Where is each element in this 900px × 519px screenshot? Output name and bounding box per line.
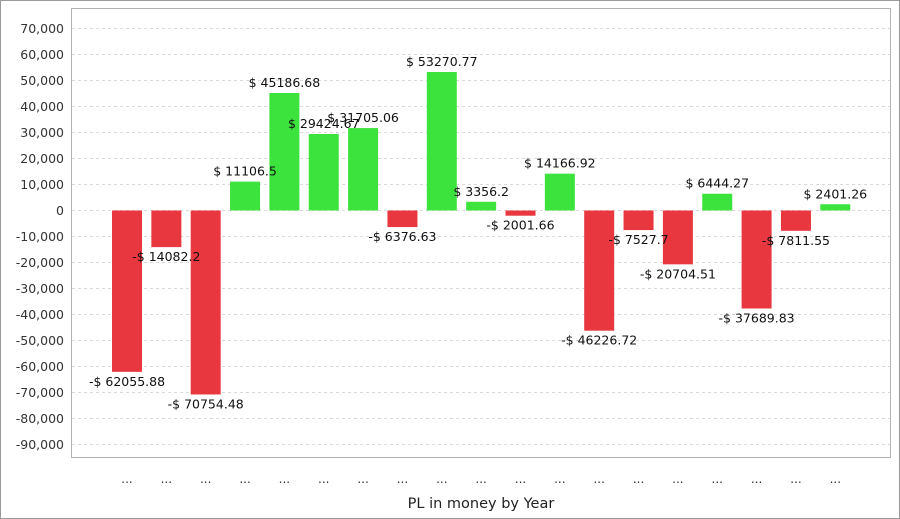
x-tick-label: ... — [436, 472, 447, 486]
y-tick-label: -80,000 — [16, 411, 64, 426]
data-label: -$ 6376.63 — [368, 229, 436, 244]
bar — [387, 210, 418, 228]
x-tick-label: ... — [593, 472, 604, 486]
y-tick-label: 0 — [56, 203, 64, 218]
x-tick-label: ... — [318, 472, 329, 486]
x-tick-label: ... — [239, 472, 250, 486]
y-tick-label: 30,000 — [20, 125, 64, 140]
x-tick-label: ... — [357, 472, 368, 486]
bar — [230, 181, 261, 211]
data-label: $ 31705.06 — [327, 110, 399, 125]
x-tick-label: ... — [397, 472, 408, 486]
data-labels: -$ 62055.88 -$ 14082.2 -$ 70754.48 $ 11106.… — [89, 54, 867, 411]
y-tick-label: 50,000 — [20, 73, 64, 88]
data-label: -$ 2001.66 — [486, 218, 554, 233]
y-tick-label: -60,000 — [16, 359, 64, 374]
y-axis-tick-labels: 70,000 60,000 50,000 40,000 30,000 20,000 10,0… — [16, 21, 64, 452]
bar — [702, 193, 733, 211]
y-tick-label: 10,000 — [20, 177, 64, 192]
x-tick-label: ... — [672, 472, 683, 486]
x-tick-label: ... — [475, 472, 486, 486]
bars — [112, 71, 851, 395]
x-tick-label: ... — [161, 472, 172, 486]
x-tick-label: ... — [121, 472, 132, 486]
bar — [662, 210, 693, 265]
x-axis-tick-labels: ........................................… — [121, 472, 841, 486]
x-axis-title: PL in money by Year — [408, 496, 555, 512]
data-label: $ 45186.68 — [249, 75, 321, 90]
bar — [426, 71, 457, 211]
data-label: -$ 62055.88 — [89, 374, 165, 389]
y-tick-label: 70,000 — [20, 21, 64, 36]
data-label: $ 6444.27 — [685, 176, 749, 191]
y-tick-label: -20,000 — [16, 255, 64, 270]
x-tick-label: ... — [554, 472, 565, 486]
bar — [112, 210, 142, 372]
bar — [505, 210, 536, 216]
data-label: $ 29424.67 — [288, 116, 360, 131]
x-tick-label: ... — [790, 472, 801, 486]
bar — [623, 210, 654, 231]
bar — [269, 93, 300, 211]
bar — [780, 210, 811, 231]
x-tick-label: ... — [200, 472, 211, 486]
bar — [741, 210, 772, 309]
y-tick-label: -50,000 — [16, 333, 64, 348]
y-tick-label: -10,000 — [16, 229, 64, 244]
x-tick-label: ... — [633, 472, 644, 486]
data-label: -$ 7811.55 — [762, 233, 830, 248]
y-tick-label: -30,000 — [16, 281, 64, 296]
data-label: -$ 70754.48 — [168, 396, 244, 411]
bar — [584, 210, 615, 331]
bar — [348, 128, 379, 211]
data-label: -$ 7527.7 — [608, 232, 668, 247]
data-label: -$ 14082.2 — [132, 249, 200, 264]
bar — [466, 201, 497, 211]
x-tick-label: ... — [830, 472, 841, 486]
x-tick-label: ... — [279, 472, 290, 486]
y-tick-label: 40,000 — [20, 99, 64, 114]
data-label: $ 53270.77 — [406, 54, 478, 69]
data-label: -$ 20704.51 — [640, 266, 716, 281]
bar — [151, 210, 182, 248]
plot-area — [71, 8, 891, 458]
data-label: -$ 37689.83 — [719, 310, 795, 325]
data-label: -$ 46226.72 — [561, 333, 637, 348]
y-tick-label: 60,000 — [20, 47, 64, 62]
y-tick-label: -70,000 — [16, 385, 64, 400]
data-label: $ 14166.92 — [524, 156, 596, 171]
y-tick-label: -40,000 — [16, 307, 64, 322]
x-tick-label: ... — [751, 472, 762, 486]
x-tick-label: ... — [515, 472, 526, 486]
bar — [820, 204, 851, 211]
bar — [190, 210, 221, 395]
x-tick-label: ... — [712, 472, 723, 486]
y-tick-label: 20,000 — [20, 151, 64, 166]
y-tick-label: -90,000 — [16, 437, 64, 452]
bar — [308, 133, 339, 211]
bar — [544, 173, 575, 211]
data-label: $ 2401.26 — [803, 186, 867, 201]
data-label: $ 3356.2 — [453, 184, 509, 199]
data-label: $ 11106.5 — [213, 164, 277, 179]
